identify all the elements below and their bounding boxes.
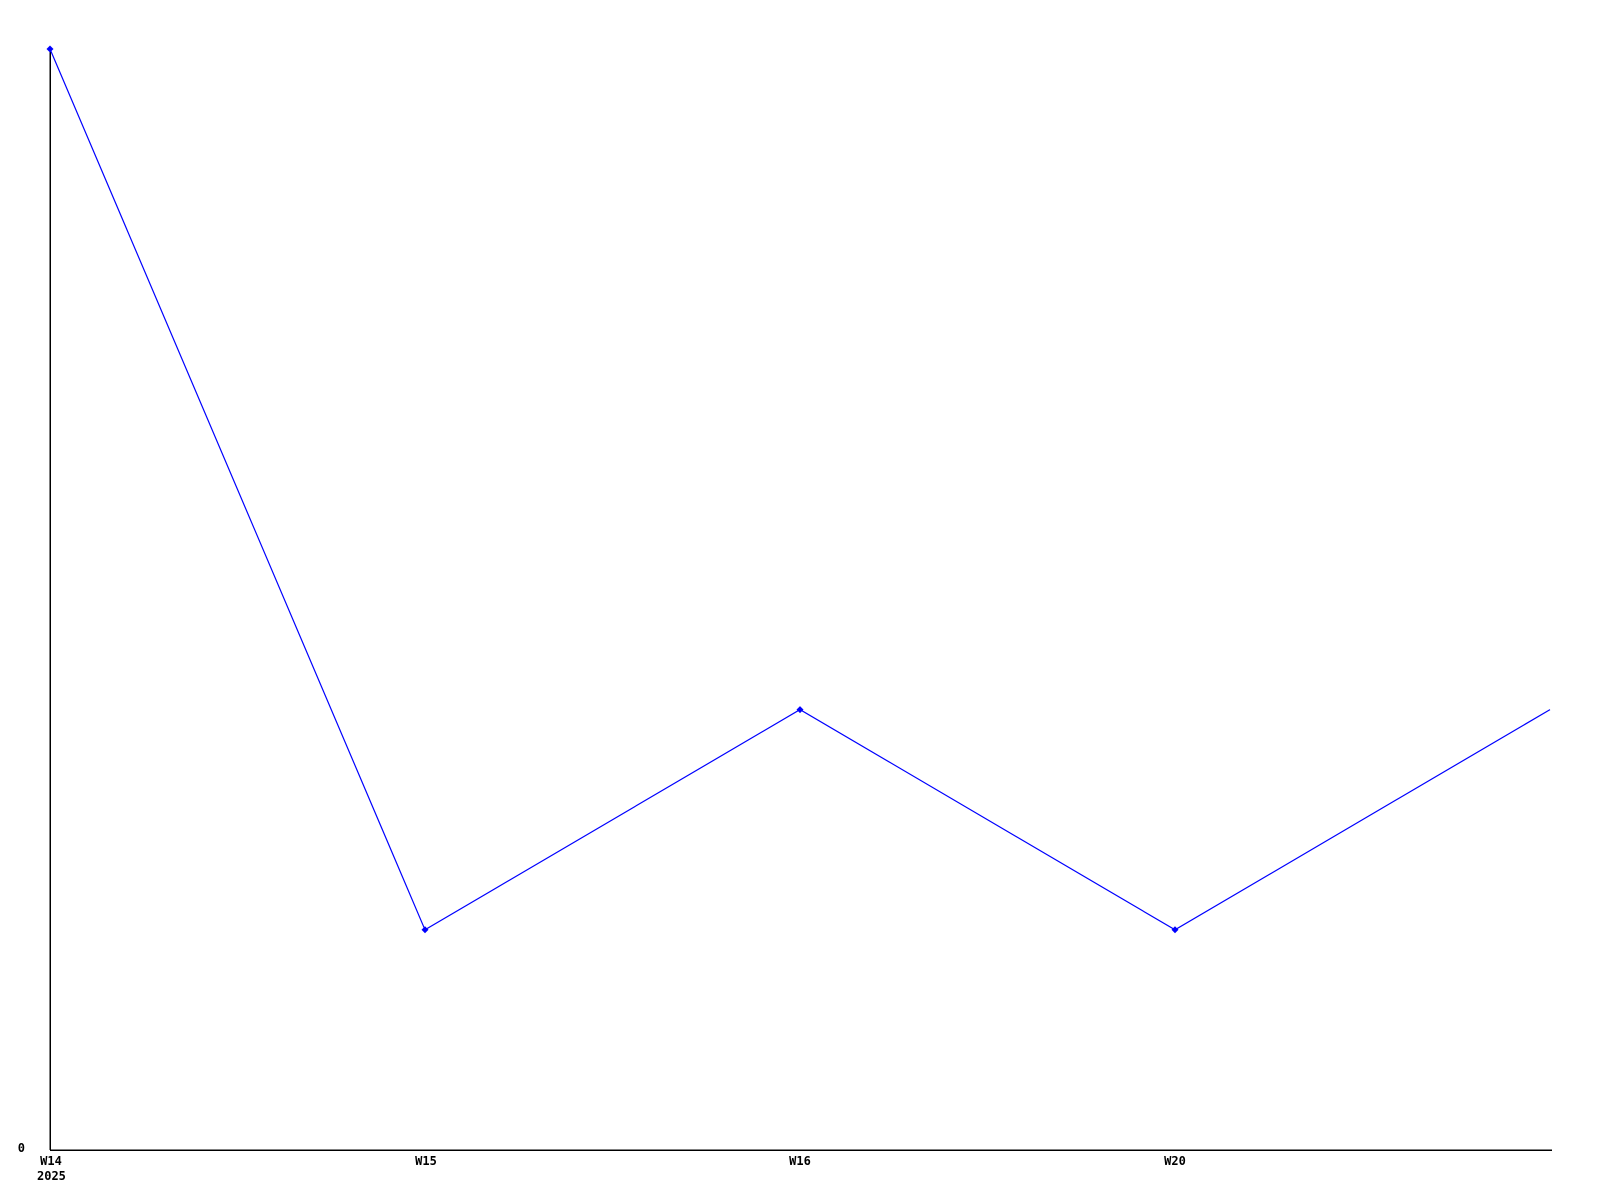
data-point-marker [46, 45, 54, 53]
x-axis-year-label: 2025 [37, 1169, 66, 1183]
data-point-marker [1171, 926, 1179, 934]
data-line [49, 48, 1551, 931]
axes [49, 49, 1552, 1151]
series-layer [46, 45, 1551, 934]
x-tick-label-w20: W20 [1164, 1154, 1186, 1168]
data-point-marker [796, 706, 804, 714]
axis-labels: 0 W14 2025 W15 W16 W20 [18, 1141, 1186, 1183]
x-tick-label-w14: W14 [40, 1154, 62, 1168]
data-point-marker [421, 926, 429, 934]
y-tick-label-0: 0 [18, 1141, 25, 1155]
x-tick-label-w15: W15 [415, 1154, 437, 1168]
x-tick-label-w16: W16 [789, 1154, 811, 1168]
